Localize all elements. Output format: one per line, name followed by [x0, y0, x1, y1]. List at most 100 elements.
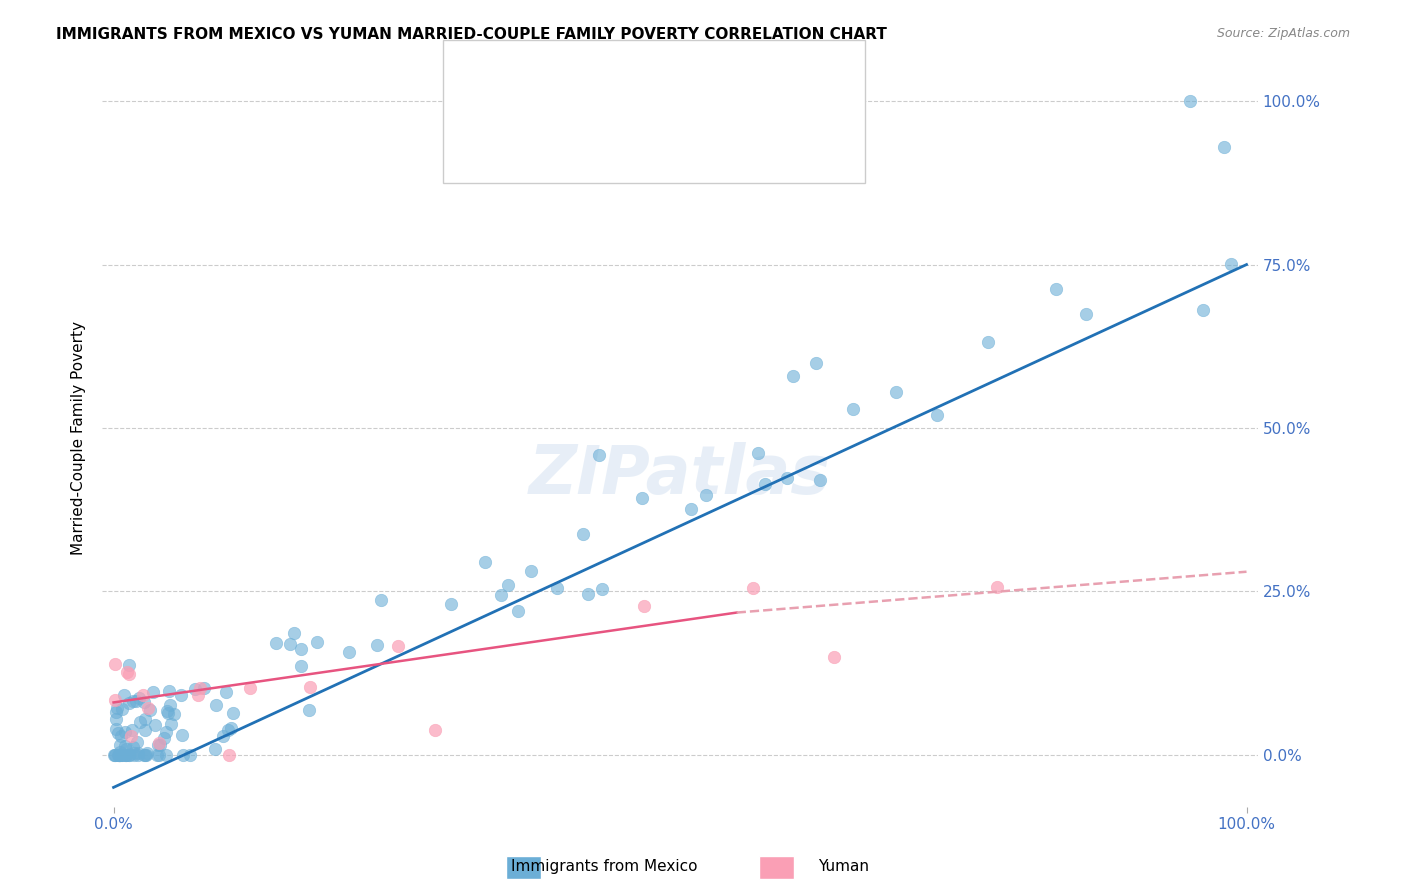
Point: [591, 582, 613, 597]
Point: [1178, 94, 1201, 108]
Point: [148, 736, 170, 750]
Point: [118, 747, 141, 762]
Point: [131, 688, 153, 702]
Point: [290, 642, 312, 657]
Point: [1219, 257, 1241, 271]
Text: Source: ZipAtlas.com: Source: ZipAtlas.com: [1216, 27, 1350, 40]
Point: [134, 696, 156, 710]
Text: R = 0.665    N =  19: R = 0.665 N = 19: [534, 127, 717, 141]
Point: [104, 747, 127, 762]
Point: [156, 705, 179, 719]
Point: [134, 747, 156, 762]
Point: [121, 739, 143, 754]
Point: [218, 747, 240, 762]
Point: [142, 685, 165, 699]
Point: [741, 581, 763, 595]
Point: [219, 722, 242, 736]
Point: [121, 723, 143, 737]
Point: [107, 725, 129, 739]
Point: [239, 681, 262, 696]
Point: [1074, 307, 1097, 321]
Point: [163, 706, 186, 721]
Point: [264, 636, 287, 650]
Point: [804, 356, 827, 370]
Text: ZIPatlas: ZIPatlas: [529, 442, 831, 508]
Point: [135, 747, 157, 762]
Point: [387, 639, 409, 653]
Point: [111, 747, 134, 762]
Point: [193, 681, 215, 695]
Point: [118, 667, 141, 681]
Point: [305, 634, 328, 648]
Y-axis label: Married-Couple Family Poverty: Married-Couple Family Poverty: [72, 321, 86, 555]
Point: [124, 693, 146, 707]
Point: [114, 739, 136, 754]
Point: [110, 747, 132, 762]
Point: [571, 527, 593, 541]
Point: [298, 703, 321, 717]
Point: [134, 723, 156, 737]
Point: [782, 368, 804, 383]
Point: [170, 688, 193, 702]
Point: [747, 446, 769, 460]
Point: [695, 488, 717, 502]
Point: [170, 728, 193, 742]
Point: [815, 94, 838, 108]
Point: [108, 745, 131, 759]
Point: [155, 725, 177, 739]
Point: [115, 747, 138, 762]
Point: [157, 706, 180, 721]
Point: [149, 738, 172, 752]
Point: [105, 701, 128, 715]
Point: [134, 712, 156, 726]
Point: [153, 731, 176, 745]
Point: [108, 747, 131, 762]
Point: [776, 471, 799, 485]
Point: [886, 384, 908, 399]
Point: [128, 747, 150, 762]
Point: [139, 703, 162, 717]
Point: [114, 747, 136, 762]
Point: [576, 587, 599, 601]
Point: [148, 739, 170, 753]
Point: [212, 729, 235, 743]
Point: [159, 683, 181, 698]
Point: [118, 696, 141, 710]
Text: IMMIGRANTS FROM MEXICO VS YUMAN MARRIED-COUPLE FAMILY POVERTY CORRELATION CHART: IMMIGRANTS FROM MEXICO VS YUMAN MARRIED-…: [56, 27, 887, 42]
Point: [122, 746, 145, 760]
Point: [172, 747, 194, 762]
Point: [1045, 282, 1067, 296]
Point: [221, 706, 243, 720]
Point: [148, 747, 170, 762]
Point: [366, 638, 388, 652]
Point: [188, 681, 211, 695]
Point: [1212, 140, 1234, 154]
Point: [107, 747, 129, 762]
Point: [160, 717, 183, 731]
Point: [112, 688, 135, 702]
Point: [215, 685, 238, 699]
Point: [128, 690, 150, 705]
Point: [104, 657, 127, 671]
Point: [489, 588, 512, 602]
Point: [440, 597, 463, 611]
Point: [520, 564, 543, 578]
Point: [278, 637, 301, 651]
Point: [808, 473, 831, 487]
Point: [679, 502, 702, 516]
Point: [155, 747, 177, 762]
Point: [474, 555, 496, 569]
Text: Yuman: Yuman: [818, 859, 869, 874]
Point: [125, 735, 148, 749]
Point: [122, 694, 145, 708]
Point: [114, 724, 136, 739]
Point: [120, 729, 142, 743]
Point: [283, 626, 305, 640]
Point: [115, 665, 138, 679]
Point: [546, 581, 568, 595]
Point: [159, 698, 181, 713]
Point: [179, 747, 201, 762]
Point: [104, 693, 127, 707]
Point: [205, 698, 228, 712]
Text: Immigrants from Mexico: Immigrants from Mexico: [512, 859, 697, 874]
